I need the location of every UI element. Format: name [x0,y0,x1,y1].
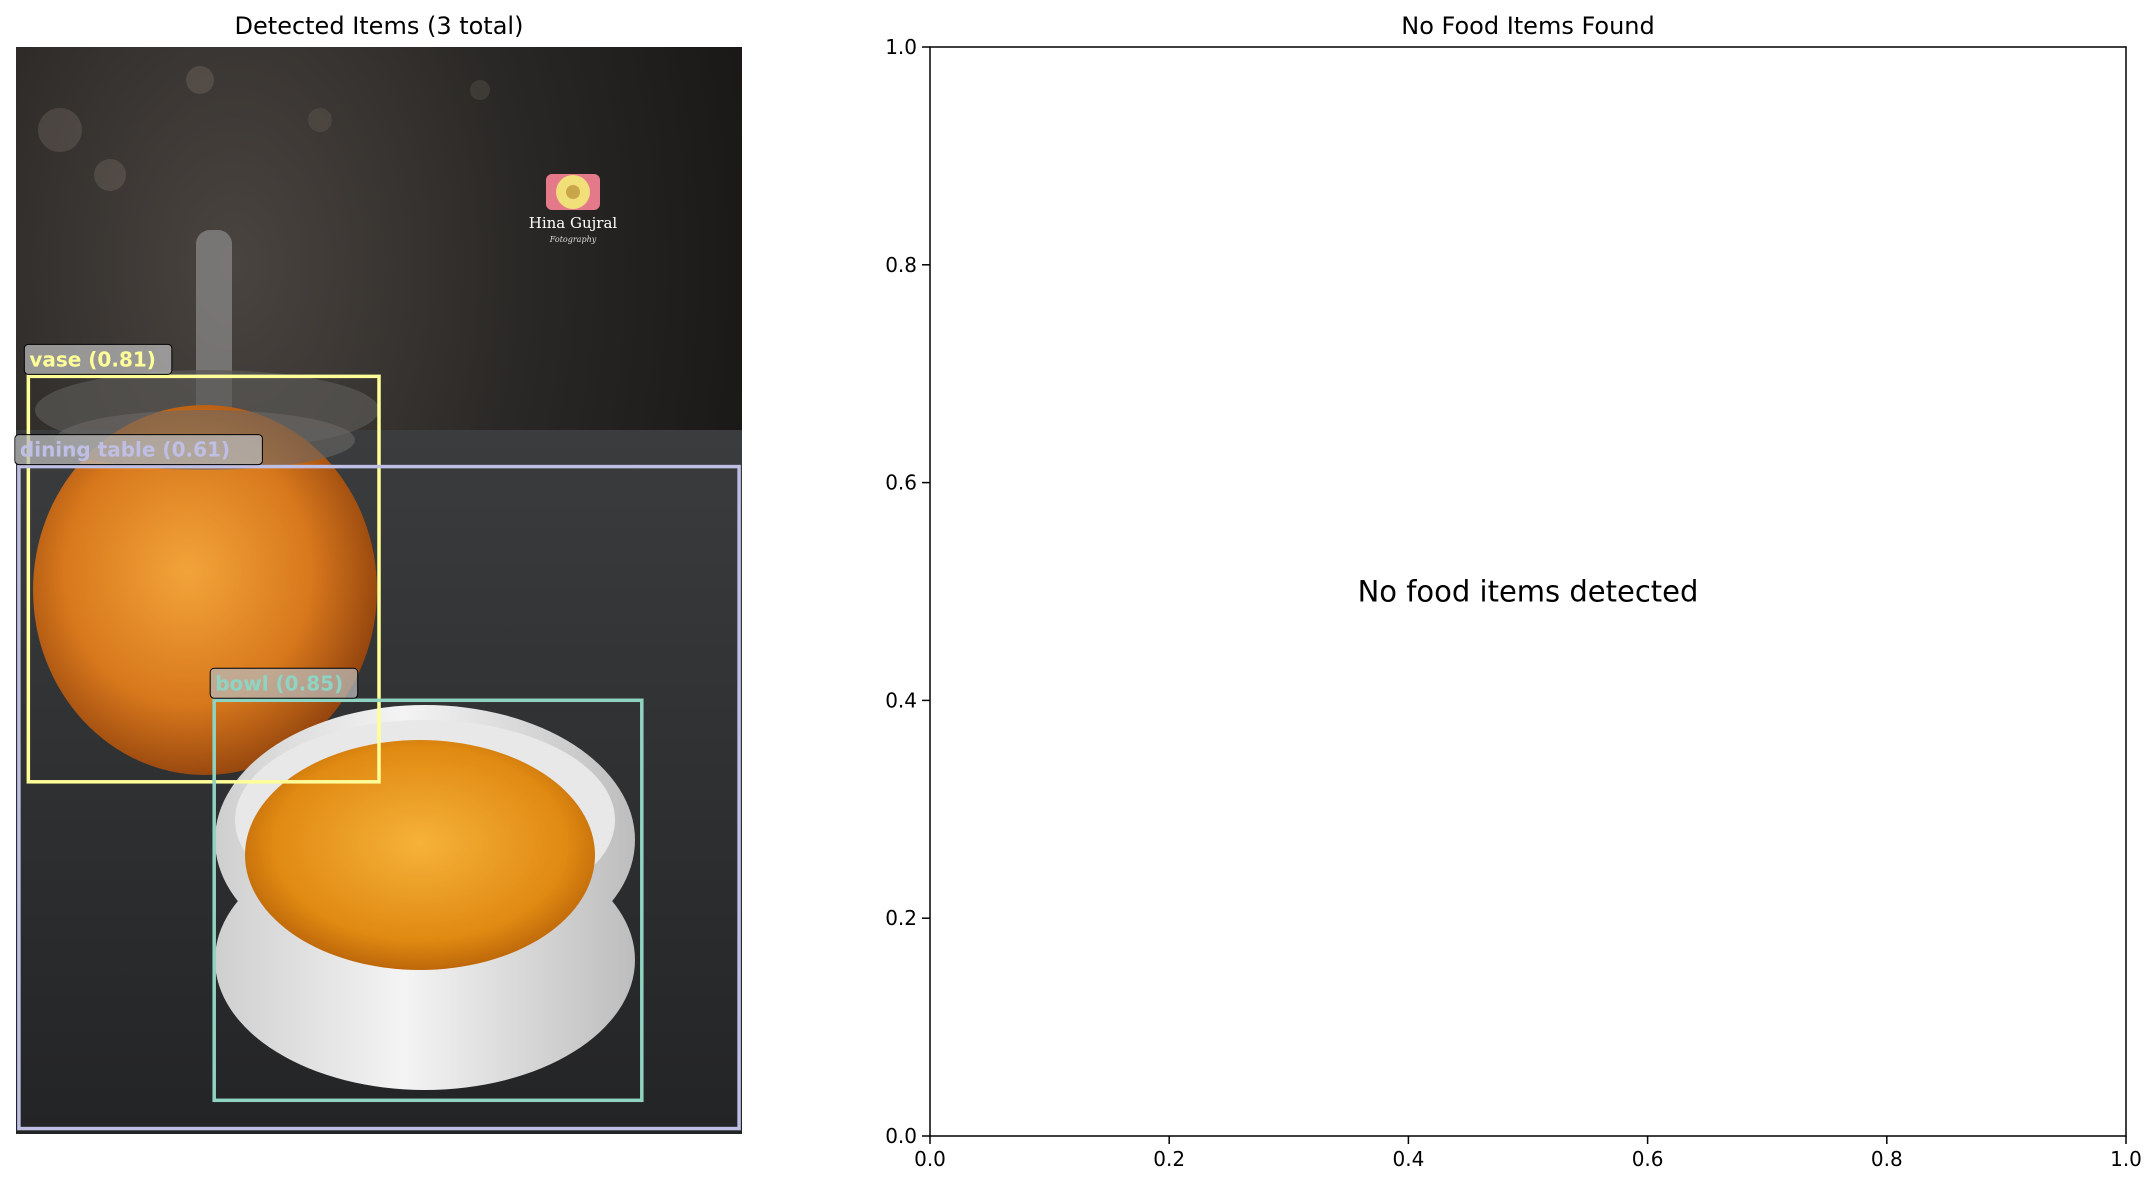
y-tick-label: 0.2 [885,906,917,930]
x-tick-label: 0.8 [1871,1147,1903,1171]
x-axis: 0.0 0.2 0.4 0.6 0.8 1.0 [914,1136,2142,1171]
x-tick-label: 0.0 [914,1147,946,1171]
y-tick-label: 1.0 [885,35,917,59]
detection-box [26,374,381,784]
y-tick-label: 0.8 [885,253,917,277]
y-tick-label: 0.0 [885,1124,917,1148]
detection-box [212,698,644,1103]
x-tick-label: 0.2 [1153,1147,1185,1171]
detection-label-bg [23,343,173,375]
left-panel-title: Detected Items (3 total) [235,12,524,40]
x-tick-label: 0.4 [1392,1147,1424,1171]
detection-box [17,464,741,1131]
x-tick-label: 1.0 [2110,1147,2142,1171]
y-tick-label: 0.4 [885,688,917,712]
right-panel-title: No Food Items Found [1401,12,1655,40]
watermark-logo: Hina Gujral Fotography [529,174,618,244]
detection-label-bg [209,667,359,699]
watermark-text: Hina Gujral [529,214,618,232]
watermark-subtext: Fotography [549,235,597,244]
detection-label: bowl (0.85) [215,671,343,695]
no-items-message: No food items detected [1358,575,1699,609]
x-tick-label: 0.6 [1632,1147,1664,1171]
y-axis: 0.0 0.2 0.4 0.6 0.8 1.0 [885,35,930,1148]
plot-area [929,46,2127,1137]
detection-label: vase (0.81) [29,347,156,371]
y-tick-label: 0.6 [885,471,917,495]
detection-label: dining table (0.61) [20,438,230,462]
detection-label-bg [14,434,263,466]
detection-overlays: vase (0.81) dining table (0.61) bowl (0.85… [14,343,741,1131]
